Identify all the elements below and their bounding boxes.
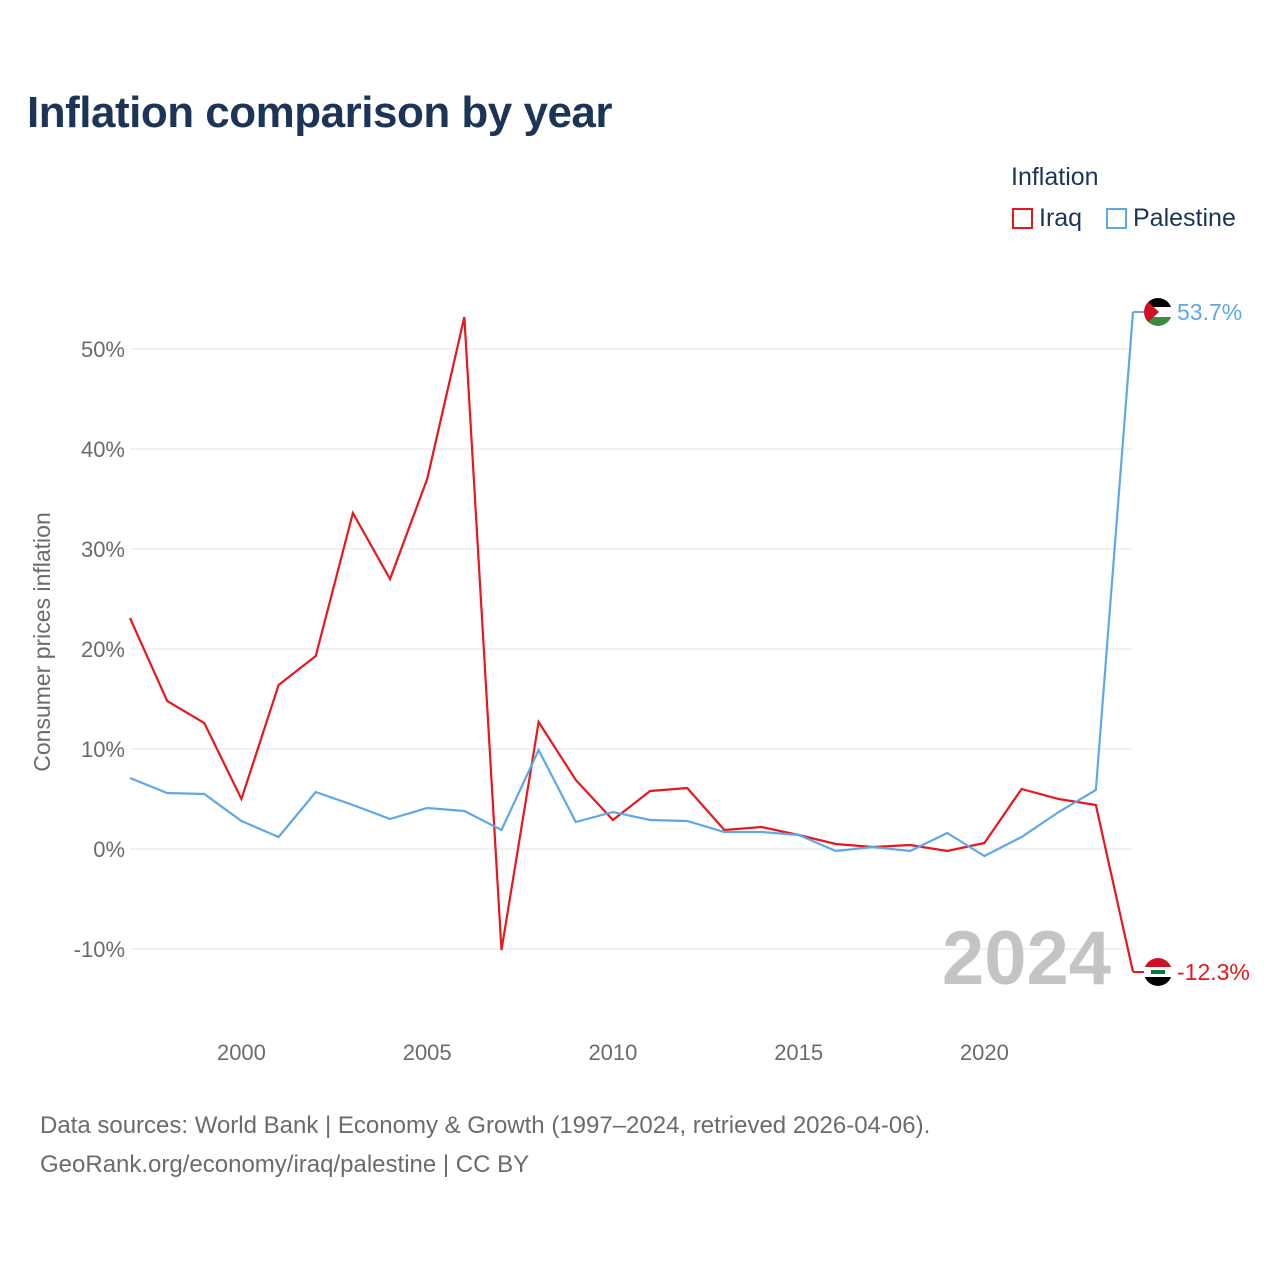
x-tick-label: 2010	[588, 1040, 637, 1065]
legend-swatch-iraq	[1012, 208, 1033, 229]
y-tick-label: -10%	[74, 937, 125, 962]
y-axis-label: Consumer prices inflation	[29, 512, 55, 772]
legend-item-iraq[interactable]: Iraq	[1012, 204, 1082, 233]
y-tick-label: 40%	[81, 437, 125, 462]
palestine-flag-icon	[1144, 298, 1172, 326]
y-tick-label: 30%	[81, 537, 125, 562]
x-tick-label: 2015	[774, 1040, 823, 1065]
footer-link[interactable]: GeoRank.org/economy/iraq/palestine | CC …	[40, 1151, 530, 1178]
year-watermark: 2024	[942, 916, 1111, 1001]
legend-swatch-palestine	[1106, 208, 1127, 229]
chart-title: Inflation comparison by year	[27, 88, 613, 137]
x-tick-label: 2005	[403, 1040, 452, 1065]
series-line-iraq	[128, 316, 1135, 973]
legend-label-palestine: Palestine	[1133, 204, 1236, 232]
y-tick-label: 10%	[81, 737, 125, 762]
legend-label-iraq: Iraq	[1039, 204, 1083, 232]
footer-sources: Data sources: World Bank | Economy & Gro…	[40, 1112, 931, 1139]
x-tick-label: 2020	[960, 1040, 1009, 1065]
end-value-label-iraq: -12.3%	[1177, 959, 1250, 985]
end-value-label-palestine: 53.7%	[1177, 299, 1242, 325]
legend-item-palestine[interactable]: Palestine	[1106, 204, 1236, 233]
series-line-palestine	[129, 311, 1135, 858]
y-tick-label: 0%	[93, 837, 125, 862]
x-tick-label: 2000	[217, 1040, 266, 1065]
y-tick-label: 20%	[81, 637, 125, 662]
iraq-flag-icon	[1144, 958, 1172, 986]
y-tick-label: 50%	[81, 337, 125, 362]
footer: Data sources: World Bank | Economy & Gro…	[40, 1106, 930, 1184]
legend-title: Inflation	[1011, 163, 1099, 191]
